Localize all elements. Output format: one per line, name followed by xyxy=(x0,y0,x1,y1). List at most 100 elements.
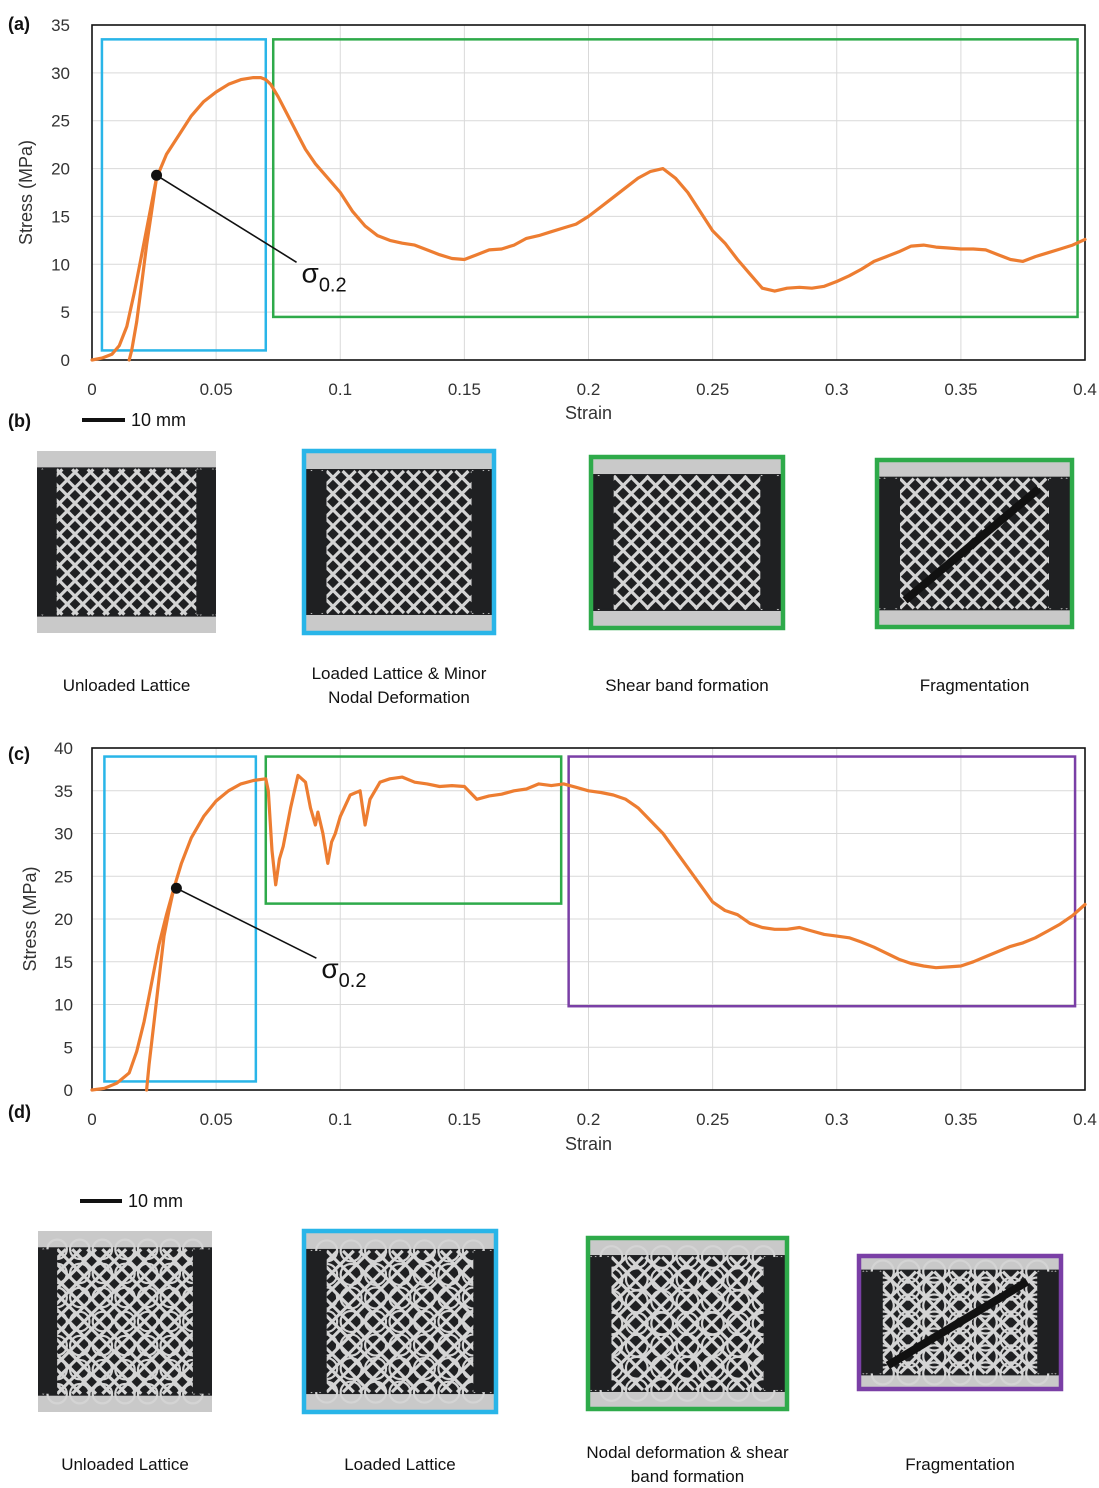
photo-caption: Loaded Lattice & Minor xyxy=(312,664,487,683)
panel-label-b: (b) xyxy=(8,411,31,431)
x-tick-label: 0.35 xyxy=(944,380,977,399)
panel-label-c: (c) xyxy=(8,744,30,764)
annotation-leader-line xyxy=(156,174,297,263)
lattice-photo-content xyxy=(861,1258,1059,1387)
lattice-photo-content xyxy=(306,453,492,631)
y-tick-label: 35 xyxy=(51,16,70,35)
photo-frame-fragmentation-box xyxy=(856,1253,1064,1392)
yield-strength-subscript: 0.2 xyxy=(339,970,367,992)
y-tick-label: 15 xyxy=(54,953,73,972)
photo-frame-shear-box xyxy=(585,1235,790,1412)
scale-bar-b-label: 10 mm xyxy=(131,410,186,430)
stress-strain-curve xyxy=(127,75,1087,362)
panel-label-d: (d) xyxy=(8,1102,31,1122)
photo-caption: band formation xyxy=(631,1467,744,1486)
x-tick-label: 0.3 xyxy=(825,380,849,399)
left-gap xyxy=(879,478,901,609)
x-tick-label: 0 xyxy=(87,1110,96,1129)
y-tick-label: 20 xyxy=(54,910,73,929)
left-gap xyxy=(590,1257,612,1390)
x-tick-label: 0.25 xyxy=(696,1110,729,1129)
region-box-elastic-box xyxy=(103,755,258,1083)
x-tick-label: 0.15 xyxy=(448,380,481,399)
panel-label-a: (a) xyxy=(8,14,30,34)
y-axis-label: Stress (MPa) xyxy=(16,140,36,245)
photo-caption: Nodal Deformation xyxy=(328,688,470,707)
y-tick-label: 0 xyxy=(64,1081,73,1100)
x-tick-label: 0.3 xyxy=(825,1110,849,1129)
right-gap xyxy=(473,1250,494,1393)
bottom-platen xyxy=(593,610,781,626)
top-platen xyxy=(37,451,216,468)
lattice-photo-row-b: Unloaded Lattice Loaded Lattice & Minor No… xyxy=(37,448,1075,707)
y-tick-label: 5 xyxy=(64,1038,73,1057)
y-tick-label: 25 xyxy=(51,112,70,131)
x-axis-label: Strain xyxy=(565,403,612,423)
lattice-photo-content xyxy=(590,1240,785,1407)
photo-frame-shear-box xyxy=(874,457,1075,630)
stress-strain-curve-preload xyxy=(90,176,159,362)
y-tick-label: 10 xyxy=(54,996,73,1015)
y-tick-label: 30 xyxy=(51,64,70,83)
x-tick-label: 0.15 xyxy=(448,1110,481,1129)
photo-caption: Fragmentation xyxy=(920,676,1030,695)
photo-frame-elastic-box xyxy=(301,1228,499,1415)
bottom-platen xyxy=(590,1391,785,1407)
annotation-leader-line xyxy=(176,887,317,959)
y-tick-label: 20 xyxy=(51,160,70,179)
y-tick-label: 5 xyxy=(61,303,70,322)
scale-bar-d-label: 10 mm xyxy=(128,1191,183,1211)
lattice-photo-2: Loaded Lattice xyxy=(301,1228,499,1474)
fracture-band xyxy=(902,485,1042,604)
photo-caption: Unloaded Lattice xyxy=(63,676,191,695)
x-tick-label: 0.2 xyxy=(577,380,601,399)
stress-strain-chart-c: 0 0.05 0.1 0.15 0.2 0.25 0.3 0.35 0.4 0 5 10 15 20 25 3… xyxy=(20,739,1097,1154)
region-box-shear-box xyxy=(271,38,1079,319)
left-gap xyxy=(861,1271,883,1374)
yield-strength-subscript: 0.2 xyxy=(319,274,347,296)
x-tick-label: 0.4 xyxy=(1073,1110,1097,1129)
yield-strength-label: σ0.2 xyxy=(321,953,366,992)
right-gap xyxy=(1048,478,1070,609)
yield-point-marker xyxy=(151,169,163,181)
x-tick-label: 0.2 xyxy=(577,1110,601,1129)
region-box-elastic-box xyxy=(100,38,268,352)
left-gap xyxy=(38,1249,58,1394)
yield-point-marker xyxy=(170,882,182,894)
y-tick-label: 25 xyxy=(54,867,73,886)
photo-caption: Fragmentation xyxy=(905,1455,1015,1474)
lattice-photo-4: Fragmentation xyxy=(856,1253,1064,1474)
x-tick-label: 0.1 xyxy=(328,1110,352,1129)
y-tick-label: 30 xyxy=(54,825,73,844)
lattice-photo-content xyxy=(879,462,1070,625)
stress-strain-curve xyxy=(145,773,1087,1092)
y-tick-label: 0 xyxy=(61,351,70,370)
lattice-nodes xyxy=(599,1245,776,1402)
x-tick-label: 0 xyxy=(87,380,96,399)
right-gap xyxy=(192,1249,212,1394)
bottom-platen xyxy=(879,610,1070,625)
y-tick-label: 15 xyxy=(51,207,70,226)
right-gap xyxy=(760,476,781,609)
plot-area-frame xyxy=(91,747,1086,1091)
photo-caption: Nodal deformation & shear xyxy=(586,1443,789,1462)
region-box-shear-box xyxy=(264,755,563,905)
x-tick-label: 0.25 xyxy=(696,380,729,399)
photo-caption: Unloaded Lattice xyxy=(61,1455,189,1474)
lattice-photo-content xyxy=(593,459,781,626)
lattice-photo-4: Fragmentation xyxy=(874,457,1075,695)
x-tick-label: 0.1 xyxy=(328,380,352,399)
stress-strain-curve-preload xyxy=(90,886,176,1092)
x-tick-label: 0.4 xyxy=(1073,380,1097,399)
bottom-platen xyxy=(861,1375,1059,1387)
left-gap xyxy=(306,1250,327,1393)
right-gap xyxy=(196,469,216,615)
lattice-photo-1: Unloaded Lattice xyxy=(38,1231,212,1474)
top-platen xyxy=(306,453,492,470)
lattice-photo-content xyxy=(306,1233,494,1410)
top-platen xyxy=(590,1240,785,1256)
y-tick-label: 10 xyxy=(51,255,70,274)
lattice-photo-row-d: Unloaded Lattice Loaded Lattice Nodal defo… xyxy=(38,1228,1064,1486)
stress-strain-chart-a: 0 0.05 0.1 0.15 0.2 0.25 0.3 0.35 0.4 0 5 10 15 20 25 3… xyxy=(16,16,1097,423)
